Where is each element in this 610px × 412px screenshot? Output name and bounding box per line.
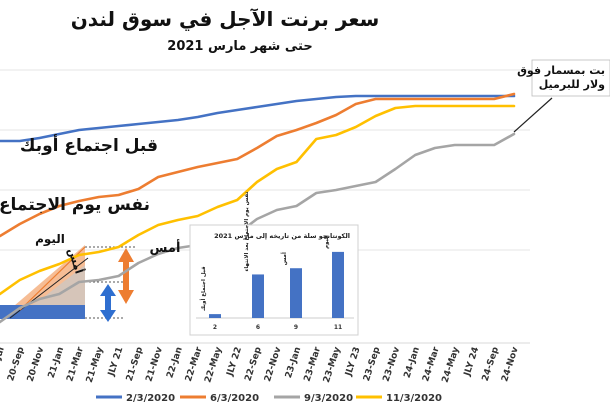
callout-pointer	[513, 97, 553, 133]
label-before-opec: قبل اجتماع أوبك	[20, 134, 158, 156]
x-tick-label: 20-Jul	[0, 346, 7, 377]
x-tick-label: 24-Jan	[403, 346, 422, 380]
series-line-2	[0, 92, 516, 238]
series-line-3	[0, 132, 516, 324]
label-today: اليوم	[35, 232, 65, 247]
x-tick-label: 23-May	[322, 346, 343, 384]
x-tick-label: 22-Sep	[243, 345, 264, 382]
x-tick-label: 22-Nov	[263, 346, 284, 383]
x-tick-label: 20-Sep	[6, 345, 27, 382]
inset-bar	[290, 268, 302, 318]
chart-subtitle: حتى شهر مارس 2021	[167, 39, 312, 54]
inset-bar	[209, 314, 221, 318]
x-tick-label: JLY 22	[225, 346, 244, 378]
x-tick-label: 22-Jan	[165, 346, 184, 380]
x-tick-label: 23-Nov	[382, 346, 403, 383]
x-tick-label: JLY 24	[462, 346, 481, 378]
x-tick-label: 24-Nov	[500, 346, 521, 383]
legend-label: 11/3/2020	[386, 393, 442, 404]
callout-text: بت بمسمار فوق ولار للبرميل	[517, 64, 605, 91]
inset-bar	[332, 251, 344, 318]
x-tick-label: 21-Mar	[65, 345, 86, 383]
legend-label: 2/3/2020	[126, 393, 175, 404]
x-tick-label: 22-Mar	[184, 345, 205, 383]
inset-bar-label: أمس	[280, 252, 288, 265]
inset-bar-chart: الكونتانجو سلة من تاريخه إلى مارس 2021 ق…	[189, 192, 359, 336]
x-tick-label: 21-Nov	[144, 346, 165, 383]
inset-bar-label: اليوم	[324, 235, 330, 249]
orange-double-arrow	[118, 248, 134, 304]
inset-x-tick: 11	[334, 324, 342, 331]
chart-legend: 2/3/2020 6/3/2020 9/3/2020 11/3/2020	[96, 393, 442, 404]
x-tick-label: 23-Jan	[284, 346, 303, 380]
x-tick-label: 21-Sep	[125, 345, 146, 382]
x-tick-label: 24-May	[441, 346, 462, 384]
inset-title: الكونتانجو سلة من تاريخه إلى مارس 2021	[214, 232, 350, 240]
gray-triangle-shape	[10, 265, 85, 318]
inset-x-tick: 2	[213, 324, 217, 331]
chart-title: سعر برنت الآجل في سوق لندن	[71, 7, 380, 32]
series-lines	[0, 92, 516, 324]
legend-label: 9/3/2020	[304, 393, 353, 404]
inset-x-tick: 9	[294, 324, 298, 331]
x-tick-label: 21-Jan	[47, 346, 66, 380]
x-tick-label: 23-Sep	[362, 345, 383, 382]
label-yesterday-mid: أمس	[150, 239, 181, 256]
inset-bar-label: قبل اجتماع أوبك	[199, 266, 207, 311]
inset-x-tick: 6	[256, 324, 260, 331]
callout-box: بت بمسمار فوق ولار للبرميل	[513, 59, 610, 133]
label-same-day: نفس يوم الاجتماع	[0, 195, 150, 215]
x-tick-label: 24-Mar	[421, 345, 442, 383]
x-tick-label: 24-Sep	[481, 345, 502, 382]
series-line-4	[0, 104, 516, 296]
black-trend-line	[9, 257, 89, 319]
inset-bar	[252, 274, 264, 318]
x-tick-label: JLY 23	[344, 346, 363, 378]
legend-label: 6/3/2020	[210, 393, 259, 404]
x-tick-label: 23-Mar	[303, 345, 324, 383]
x-tick-label: JLY 21	[106, 346, 125, 378]
inset-bar-label: نفس يوم الاجتماع بعد الانتهاء	[244, 192, 250, 272]
blue-double-arrow	[100, 284, 116, 322]
x-tick-label: 21-May	[85, 346, 106, 384]
series-line-1	[0, 94, 516, 143]
x-tick-label: 20-Nov	[26, 346, 47, 383]
x-tick-label: 22-May	[203, 346, 224, 384]
